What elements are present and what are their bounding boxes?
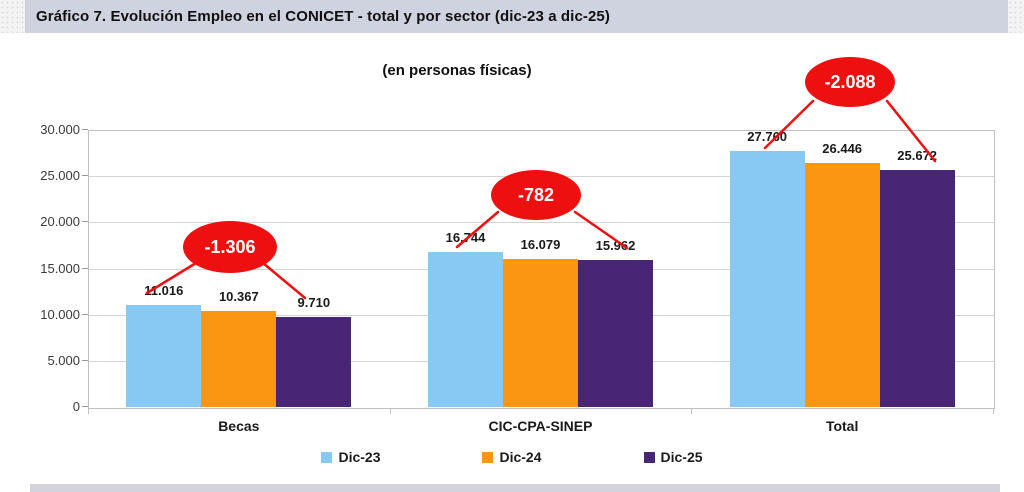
bar-dic-24-cic-cpa-sinep xyxy=(503,259,578,407)
y-axis-tick-label: 20.000 xyxy=(40,214,80,230)
y-axis-tick-label: 25.000 xyxy=(40,168,80,184)
bar-dic-23-becas xyxy=(126,305,202,407)
y-axis-tick-label: 15.000 xyxy=(40,260,80,276)
legend-label: Dic-24 xyxy=(499,449,542,465)
bar-value-label: 15.962 xyxy=(595,238,636,253)
y-axis-tick-label: 30.000 xyxy=(40,122,80,137)
category-label: Total xyxy=(825,418,859,434)
bar-dic-25-cic-cpa-sinep xyxy=(578,260,653,407)
bar-value-label: 26.446 xyxy=(822,141,863,156)
page-margin-texture-left xyxy=(0,0,25,33)
category-label: Becas xyxy=(218,418,260,434)
y-axis-tick-mark xyxy=(82,406,88,407)
y-axis-tick-mark xyxy=(82,267,88,269)
x-axis-category-divider xyxy=(691,408,693,414)
bar-dic-25-becas xyxy=(276,317,352,407)
y-axis-tick-mark xyxy=(82,129,88,130)
x-axis-category-divider xyxy=(389,408,391,414)
chart-title: Gráfico 7. Evolución Empleo en el CONICE… xyxy=(36,8,610,25)
legend-swatch xyxy=(321,451,333,463)
legend-item-dic-25: Dic-25 xyxy=(643,449,703,465)
y-axis-tick-label: 5.000 xyxy=(47,352,80,368)
page-margin-texture-right xyxy=(1008,0,1024,33)
bar-value-label: 25.672 xyxy=(897,148,938,163)
annotation-oval xyxy=(805,57,895,107)
bar-value-label: 10.367 xyxy=(218,289,259,304)
legend-label: Dic-23 xyxy=(338,449,381,465)
bar-value-label: 16.079 xyxy=(520,237,561,252)
category-label: CIC-CPA-SINEP xyxy=(488,418,593,434)
legend-swatch xyxy=(643,451,655,463)
bar-dic-25-total xyxy=(879,170,955,407)
y-axis-tick-mark xyxy=(82,221,88,223)
chart-legend: Dic-23 Dic-24 Dic-25 xyxy=(0,449,1024,465)
y-axis-tick-mark xyxy=(82,175,88,177)
x-axis-category-divider xyxy=(88,408,89,414)
y-axis-tick-mark xyxy=(82,359,88,361)
y-axis-tick-mark xyxy=(82,313,88,315)
y-axis-tick-label: 0 xyxy=(72,399,80,414)
y-axis-tick-label: 10.000 xyxy=(40,306,80,322)
page-bottom-strip xyxy=(30,484,1000,492)
annotation-label: -2.088 xyxy=(824,72,875,92)
bar-dic-24-total xyxy=(804,163,880,407)
bar-dic-24-becas xyxy=(201,311,277,407)
legend-item-dic-23: Dic-23 xyxy=(321,449,380,465)
bar-dic-23-total xyxy=(729,151,805,407)
bar-dic-23-cic-cpa-sinep xyxy=(428,252,503,407)
legend-label: Dic-25 xyxy=(660,449,703,465)
legend-item-dic-24: Dic-24 xyxy=(482,449,542,465)
chart-subtitle: (en personas físicas) xyxy=(382,62,532,79)
legend-swatch xyxy=(482,451,494,463)
gridline xyxy=(89,222,994,224)
x-axis-category-divider xyxy=(993,408,994,414)
bar-value-label: 9.710 xyxy=(297,295,331,310)
chart-title-banner: Gráfico 7. Evolución Empleo en el CONICE… xyxy=(25,0,1008,33)
